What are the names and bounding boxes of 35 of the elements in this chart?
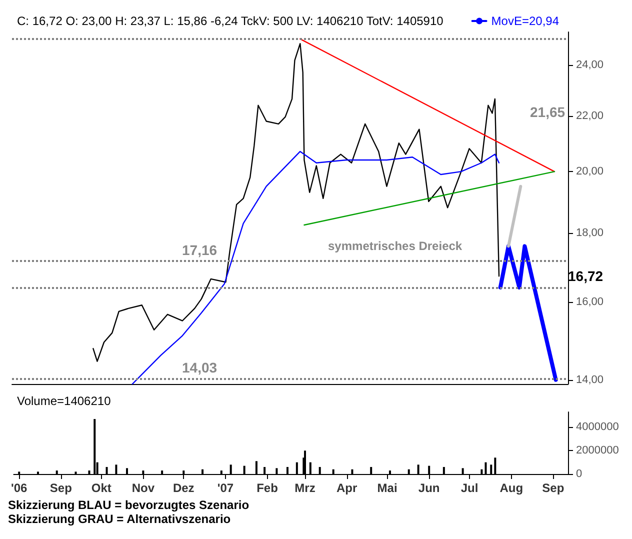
chart-title: Volume=1406210 [17, 394, 112, 408]
ref-line-label: 14,03 [182, 360, 218, 376]
annotation: 16,72 [568, 268, 604, 284]
annotation: symmetrisches Dreieck [328, 239, 462, 253]
legend-label: MovE=20,94 [491, 14, 560, 28]
x-tick-label: Apr [336, 481, 358, 495]
y-tick-label: 22,00 [576, 110, 604, 122]
x-tick-label: Okt [91, 481, 112, 495]
x-tick-label: Dez [172, 481, 194, 495]
line-series [132, 150, 500, 385]
x-tick-label: Nov [132, 481, 155, 495]
x-tick-label: '07 [217, 481, 234, 495]
y-tick-label: 20,00 [576, 166, 604, 178]
x-tick-label: Mai [377, 481, 398, 495]
x-tick-label: Feb [256, 481, 278, 495]
ref-line-label: 17,16 [182, 242, 218, 258]
x-tick-label: Sep [542, 481, 564, 495]
x-tick-label: Sep [50, 481, 72, 495]
x-tick-label: Jun [418, 481, 440, 495]
x-tick-label: Aug [500, 481, 524, 495]
chart-title: C: 16,72 O: 23,00 H: 23,37 L: 15,86 -6,24 TckV: 500 LV: 1406210 TotV: 1405910 [17, 14, 444, 28]
y-tick-label: 16,00 [576, 296, 604, 308]
x-tick-label: '06 [11, 481, 28, 495]
text: Skizzierung BLAU = bevorzugtes Szenario [8, 498, 250, 512]
x-tick-label: Mrz [294, 481, 316, 495]
y-tick-label: 0 [576, 468, 582, 480]
y-tick-label: 24,00 [576, 59, 604, 72]
y-tick-label: 18,00 [576, 227, 604, 240]
line-series [92, 43, 500, 362]
text: Skizzierung GRAU = Alternativszenario [8, 512, 232, 526]
y-tick-label: 4000000 [576, 421, 619, 434]
annotation: 21,65 [530, 104, 566, 120]
y-tick-label: 2000000 [576, 444, 619, 457]
y-tick-label: 14,00 [576, 374, 604, 386]
x-tick-label: Jul [460, 481, 478, 495]
